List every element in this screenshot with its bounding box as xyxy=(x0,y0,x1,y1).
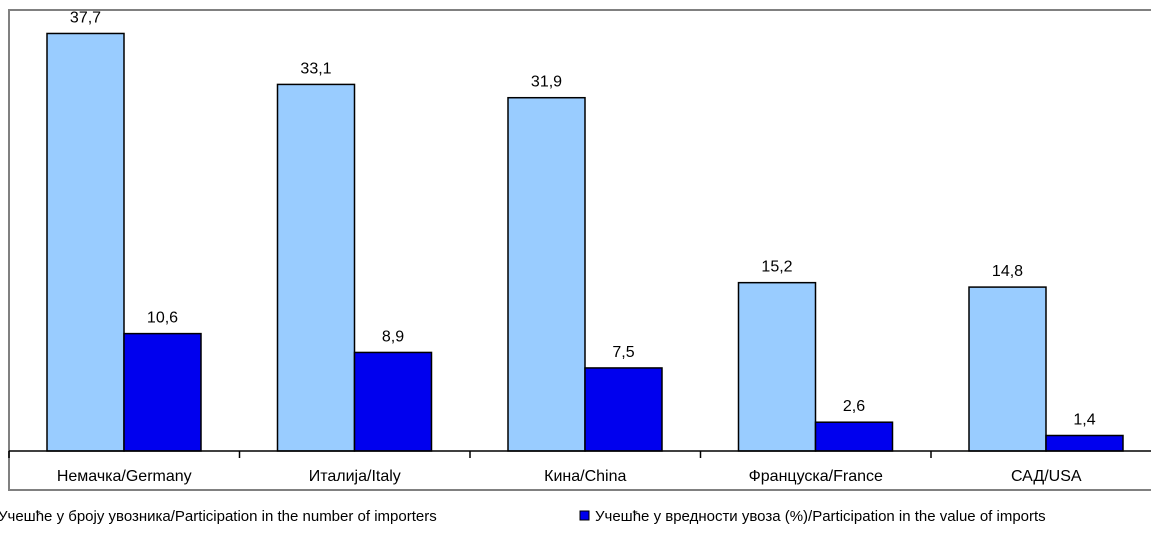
bar-s2-1 xyxy=(123,332,202,452)
legend-label-2: Учешће у вредности увоза (%)/Participati… xyxy=(595,508,1046,525)
category-label-3: Кина/China xyxy=(544,468,626,485)
value-labels-layer: 37,7 10,6 33,1 8,9 31,9 7,5 15,2 2,6 14,8 1,4 xyxy=(70,9,1096,428)
value-label-s1-5: 14,8 xyxy=(992,263,1023,280)
bar-s2-2 xyxy=(353,351,433,452)
legend: Учешће у броју увозника/Participation in… xyxy=(0,508,1046,525)
value-label-s1-3: 31,9 xyxy=(531,74,562,91)
legend-swatch-2 xyxy=(579,510,590,521)
bar-s2-4 xyxy=(814,421,894,452)
x-ticks-layer xyxy=(8,451,932,458)
value-label-s2-2: 8,9 xyxy=(382,328,404,345)
bar-s1-1 xyxy=(46,32,125,452)
bar-s2-3 xyxy=(584,367,663,452)
category-label-2: Италија/Italy xyxy=(309,468,401,485)
bar-s1-3 xyxy=(507,96,586,452)
bar-s2-5 xyxy=(1045,434,1124,452)
category-label-5: САД/USA xyxy=(1011,468,1082,485)
category-label-1: Немачка/Germany xyxy=(57,468,192,485)
value-label-s1-2: 33,1 xyxy=(300,60,331,77)
bars-layer xyxy=(46,32,1124,452)
value-label-s1-1: 37,7 xyxy=(70,9,101,26)
category-label-4: Француска/France xyxy=(749,468,883,485)
category-labels-layer: Немачка/Germany Италија/Italy Кина/China Фр… xyxy=(57,468,1082,485)
bar-s1-2 xyxy=(276,83,356,452)
value-label-s2-1: 10,6 xyxy=(147,310,178,327)
bar-s1-4 xyxy=(737,281,817,452)
bar-s1-5 xyxy=(968,286,1047,452)
value-label-s2-5: 1,4 xyxy=(1073,411,1095,428)
legend-label-1: Учешће у броју увозника/Participation in… xyxy=(0,508,437,525)
value-label-s1-4: 15,2 xyxy=(761,259,792,276)
value-label-s2-4: 2,6 xyxy=(843,398,865,415)
value-label-s2-3: 7,5 xyxy=(612,344,634,361)
